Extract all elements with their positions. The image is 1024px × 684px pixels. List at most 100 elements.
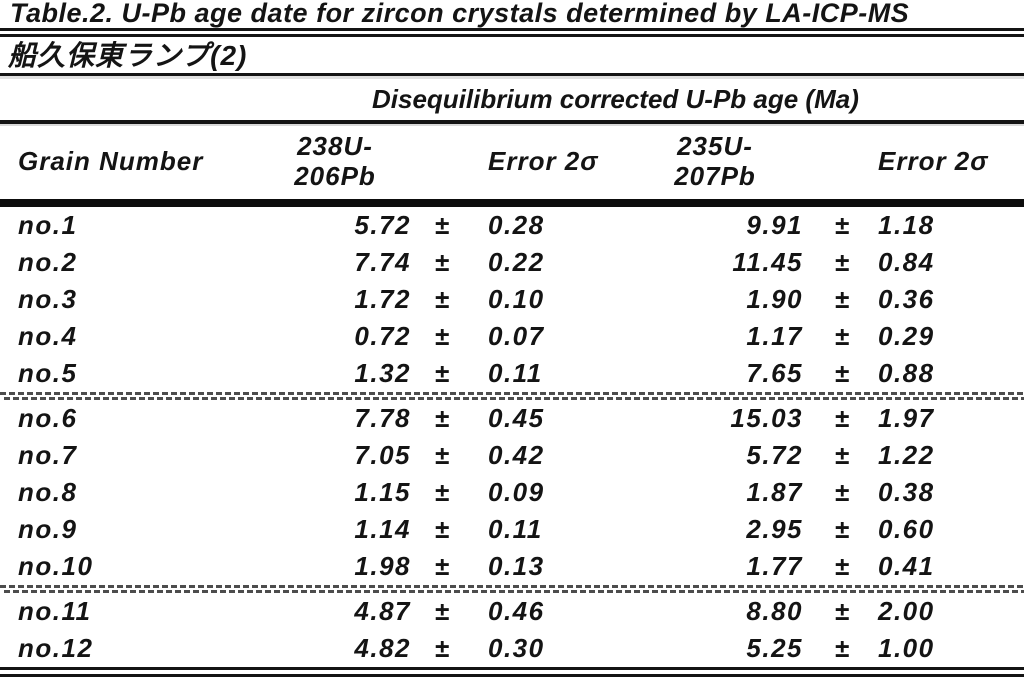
age-235u-207pb-value: 1.90: [746, 284, 803, 314]
age-235u-207pb-value: 1.77: [746, 551, 803, 581]
table-row: no.6 7.78 ±0.45 15.03 ±1.97: [0, 400, 1024, 437]
plus-minus-sign: ±: [434, 440, 451, 470]
column-header-238u-line1: 238U-: [297, 131, 373, 161]
error-2sigma-235-value: 1.00: [878, 633, 935, 663]
error-2sigma-238-value: 0.45: [488, 403, 545, 433]
table-row: no.7 7.05 ±0.42 5.72 ±1.22: [0, 437, 1024, 474]
plus-minus-sign: ±: [434, 514, 451, 544]
error-2sigma-238-value: 0.30: [488, 633, 545, 663]
plus-minus-sign: ±: [434, 596, 451, 626]
table-row: no.8 1.15 ±0.09 1.87 ±0.38: [0, 474, 1024, 511]
error-2sigma-238-value: 0.28: [488, 210, 545, 240]
horizontal-rule-double-bottom: [0, 667, 1024, 677]
plus-minus-sign: ±: [434, 403, 451, 433]
grain-number-cell: no.10: [18, 551, 94, 581]
age-238u-206pb-value: 1.14: [354, 514, 411, 544]
table-row: no.5 1.32 ±0.11 7.65 ±0.88: [0, 355, 1024, 392]
error-2sigma-238-value: 0.42: [488, 440, 545, 470]
table-row: no.10 1.98 ±0.13 1.77 ±0.41: [0, 548, 1024, 585]
column-header-error-2sigma-238: Error 2σ: [488, 145, 599, 176]
error-2sigma-235-value: 2.00: [878, 596, 935, 626]
table-row: no.12 4.82 ±0.30 5.25 ±1.00: [0, 630, 1024, 667]
grain-number-cell: no.4: [18, 321, 78, 351]
error-2sigma-235-value: 1.18: [878, 210, 935, 240]
plus-minus-sign: ±: [834, 284, 851, 314]
age-238u-206pb-value: 1.98: [354, 551, 411, 581]
table-row: no.4 0.72 ±0.07 1.17 ±0.29: [0, 318, 1024, 355]
table-body: no.1 5.72 ±0.28 9.91 ±1.18 no.2 7.74 ±0.22 11.45…: [0, 207, 1024, 667]
column-header-error-2sigma-235: Error 2σ: [878, 145, 989, 176]
plus-minus-sign: ±: [834, 477, 851, 507]
plus-minus-sign: ±: [434, 247, 451, 277]
grain-number-cell: no.11: [18, 596, 92, 626]
age-238u-206pb-value: 7.78: [354, 403, 411, 433]
error-2sigma-238-value: 0.22: [488, 247, 545, 277]
age-235u-207pb-value: 8.80: [746, 596, 803, 626]
grain-number-cell: no.12: [18, 633, 94, 663]
plus-minus-sign: ±: [834, 403, 851, 433]
error-2sigma-238-value: 0.46: [488, 596, 545, 626]
plus-minus-sign: ±: [834, 596, 851, 626]
age-235u-207pb-value: 1.87: [746, 477, 803, 507]
grain-number-cell: no.2: [18, 247, 78, 277]
table-row: no.3 1.72 ±0.10 1.90 ±0.36: [0, 281, 1024, 318]
age-238u-206pb-value: 5.72: [354, 210, 411, 240]
error-2sigma-235-value: 0.88: [878, 358, 935, 388]
age-235u-207pb-value: 1.17: [746, 321, 803, 351]
table-row: no.11 4.87 ±0.46 8.80 ±2.00: [0, 593, 1024, 630]
plus-minus-sign: ±: [434, 284, 451, 314]
horizontal-rule: [0, 73, 1024, 76]
column-header-row: Grain Number 238U- 206Pb Error 2σ 235U- …: [0, 124, 1024, 199]
age-235u-207pb-value: 7.65: [746, 358, 803, 388]
error-2sigma-238-value: 0.09: [488, 477, 545, 507]
horizontal-rule: [0, 120, 1024, 124]
column-header-235u-207pb: 235U- 207Pb: [615, 131, 815, 191]
error-2sigma-235-value: 0.38: [878, 477, 935, 507]
age-238u-206pb-value: 1.72: [354, 284, 411, 314]
error-2sigma-238-value: 0.11: [488, 358, 543, 388]
grain-number-cell: no.1: [18, 210, 78, 240]
plus-minus-sign: ±: [434, 321, 451, 351]
scan-artifact-dashed-separator: [0, 585, 1024, 593]
error-2sigma-235-value: 0.36: [878, 284, 935, 314]
age-235u-207pb-value: 2.95: [746, 514, 803, 544]
spanning-column-header: Disequilibrium corrected U-Pb age (Ma): [372, 84, 859, 114]
grain-number-cell: no.9: [18, 514, 78, 544]
scan-artifact-dashed-separator: [0, 392, 1024, 400]
error-2sigma-235-value: 1.97: [878, 403, 935, 433]
grain-number-cell: no.5: [18, 358, 78, 388]
grain-number-cell: no.8: [18, 477, 78, 507]
plus-minus-sign: ±: [434, 551, 451, 581]
plus-minus-sign: ±: [834, 633, 851, 663]
age-238u-206pb-value: 7.05: [354, 440, 411, 470]
plus-minus-sign: ±: [834, 514, 851, 544]
horizontal-rule-thick: [0, 199, 1024, 207]
plus-minus-sign: ±: [434, 210, 451, 240]
error-2sigma-235-value: 0.41: [878, 551, 935, 581]
error-2sigma-235-value: 0.84: [878, 247, 935, 277]
table-row: no.1 5.72 ±0.28 9.91 ±1.18: [0, 207, 1024, 244]
error-2sigma-238-value: 0.11: [488, 514, 543, 544]
grain-number-cell: no.6: [18, 403, 78, 433]
age-238u-206pb-value: 1.15: [354, 477, 411, 507]
column-header-206pb-line2: 206Pb: [294, 161, 376, 191]
error-2sigma-238-value: 0.07: [488, 321, 545, 351]
age-235u-207pb-value: 5.72: [746, 440, 803, 470]
age-235u-207pb-value: 15.03: [730, 403, 803, 433]
column-header-238u-206pb: 238U- 206Pb: [255, 131, 415, 191]
age-238u-206pb-value: 4.82: [354, 633, 411, 663]
age-235u-207pb-value: 11.45: [732, 247, 803, 277]
column-header-207pb-line2: 207Pb: [674, 161, 756, 191]
age-238u-206pb-value: 7.74: [354, 247, 411, 277]
grain-number-cell: no.3: [18, 284, 78, 314]
plus-minus-sign: ±: [434, 633, 451, 663]
plus-minus-sign: ±: [834, 210, 851, 240]
age-235u-207pb-value: 9.91: [746, 210, 803, 240]
plus-minus-sign: ±: [834, 551, 851, 581]
column-header-grain-number: Grain Number: [18, 145, 204, 176]
table-caption: Table.2. U-Pb age date for zircon crysta…: [0, 0, 1024, 31]
plus-minus-sign: ±: [834, 358, 851, 388]
plus-minus-sign: ±: [834, 440, 851, 470]
sample-name-japanese: 船久保東ランプ(2): [8, 40, 248, 71]
